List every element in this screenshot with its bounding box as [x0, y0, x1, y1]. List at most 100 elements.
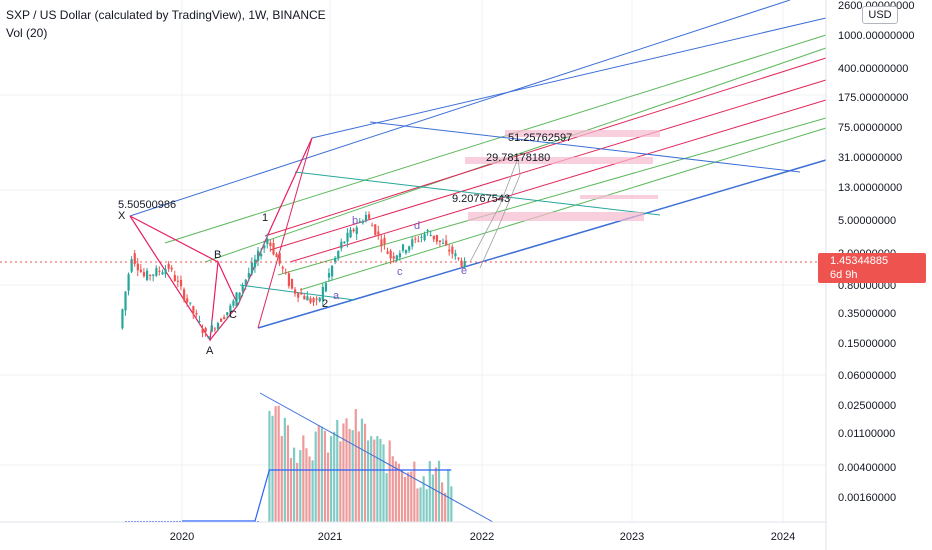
volume-trendline[interactable]: [259, 392, 494, 523]
price-tick-label: 5.00000000: [838, 215, 896, 227]
candle-body: [260, 254, 263, 257]
volume-bar: [308, 456, 311, 522]
candle-body: [334, 258, 337, 263]
volume-bar: [317, 425, 320, 522]
candle-body: [364, 214, 368, 222]
price-tick-label: 0.06000000: [838, 370, 896, 382]
candle-body: [435, 235, 439, 242]
candle-body: [463, 261, 466, 268]
volume-bar: [367, 440, 370, 522]
candle-body: [210, 325, 213, 332]
candle-body: [136, 263, 139, 271]
candle-body: [152, 274, 155, 276]
pitchfork[interactable]: [129, 0, 827, 329]
pitchfork-lower-line: [257, 159, 827, 329]
candle-body: [432, 235, 435, 240]
candle-body: [355, 227, 358, 235]
volume-bar: [333, 431, 336, 522]
candle-body: [167, 263, 170, 269]
volume-bar: [289, 458, 293, 522]
candle-body: [414, 238, 417, 240]
candle-body: [327, 272, 331, 278]
volume-bar: [280, 435, 283, 522]
volume-bar: [447, 469, 450, 522]
volume-bar: [376, 436, 379, 522]
time-tick-label: 2021: [318, 531, 342, 543]
candle-body: [383, 237, 386, 245]
candle-body: [176, 280, 180, 282]
candle-body: [173, 275, 176, 282]
candle-body: [244, 279, 247, 285]
point-x-label: X: [118, 210, 126, 222]
currency-button[interactable]: USD: [862, 6, 898, 24]
volume-bar: [320, 426, 323, 522]
candle-body: [253, 259, 257, 268]
volume-bar: [407, 472, 410, 522]
point-a-label: A: [206, 345, 214, 357]
volume-bar: [299, 450, 302, 522]
volume-bar: [434, 467, 438, 522]
volume-bar: [397, 463, 401, 522]
candle-body: [321, 286, 324, 301]
candle-body: [179, 279, 183, 287]
point-c-label: C: [229, 309, 237, 321]
candle-body: [290, 279, 294, 289]
candle-body: [124, 291, 127, 311]
candle-body: [426, 230, 429, 232]
candle-body: [247, 273, 250, 278]
target-3-label: 51.25762597: [508, 132, 572, 144]
candle-body: [417, 240, 420, 242]
volume-bar: [394, 461, 397, 522]
volume-bar: [305, 448, 308, 522]
candle-body: [429, 235, 432, 237]
candle-body: [371, 225, 374, 227]
volume-bar: [388, 440, 391, 522]
volume-bar: [370, 436, 373, 522]
price-tick-label: 0.80000000: [838, 280, 896, 292]
volume-bar: [293, 447, 296, 522]
candle-body: [183, 289, 186, 301]
harmonic-pattern[interactable]: [129, 137, 313, 342]
candle-body: [294, 289, 297, 294]
candle-body: [303, 295, 306, 300]
price-tick-label: 0.00160000: [838, 492, 896, 504]
time-axis[interactable]: 2020 2021 2022 2023 2024: [170, 531, 795, 543]
volume-bar: [431, 474, 434, 522]
volume-bar: [441, 482, 444, 522]
volume-bar: [363, 423, 367, 522]
volume-bar: [314, 431, 317, 522]
projection-path: [469, 157, 521, 269]
candle-body: [358, 221, 361, 223]
volume-bar: [400, 470, 404, 522]
candle-body: [386, 251, 389, 254]
candle-body: [306, 296, 309, 301]
volume-bar: [416, 488, 419, 522]
volume-bars: [125, 405, 453, 522]
candle-body: [374, 224, 377, 235]
target-1-label: 9.20767543: [452, 193, 510, 205]
candle-body: [170, 267, 173, 270]
candle-body: [352, 229, 355, 232]
candle-body: [130, 259, 133, 272]
candle-body: [300, 293, 303, 295]
volume-bar: [382, 444, 385, 522]
volume-bar: [450, 486, 453, 522]
candle-body: [142, 272, 146, 277]
volume-bar: [444, 492, 447, 522]
candle-body: [395, 255, 398, 260]
candle-body: [448, 249, 451, 252]
candle-body: [457, 257, 460, 259]
volume-bar: [373, 439, 376, 522]
price-tick-label: 175.00000000: [838, 92, 908, 104]
volume-bar: [296, 462, 299, 522]
volume-indicator-label[interactable]: Vol (20): [6, 26, 48, 40]
subwave-labels: a b c d e: [333, 215, 467, 302]
candle-body: [226, 312, 229, 316]
volume-bar: [410, 471, 413, 522]
candle-body: [331, 265, 334, 277]
volume-bar: [286, 425, 290, 522]
candle-body: [127, 274, 130, 291]
time-tick-label: 2020: [170, 531, 194, 543]
price-scale[interactable]: 2600.000000001000.00000000400.0000000017…: [838, 0, 914, 504]
